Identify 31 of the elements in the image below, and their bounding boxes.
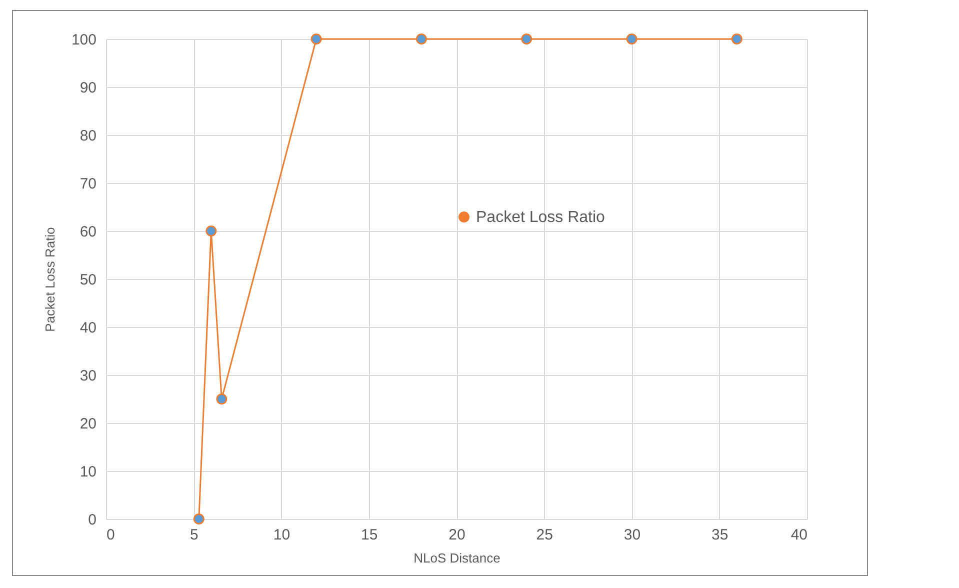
point [216, 394, 228, 404]
x-tick-label: 25 [536, 526, 553, 544]
y-tick-label: 0 [88, 512, 96, 528]
point [521, 34, 532, 44]
y-tick-label: 60 [80, 224, 96, 240]
y-tick-label: 40 [80, 320, 96, 336]
x-tick-label: 0 [106, 526, 115, 544]
x-tick-label: 40 [790, 526, 808, 544]
x-tick-label: 10 [273, 526, 290, 544]
point [193, 514, 204, 524]
y-tick-label: 90 [80, 80, 96, 96]
y-tick-label: 100 [71, 32, 96, 48]
point [731, 34, 742, 44]
y-tick-label: 70 [80, 176, 96, 192]
point [310, 34, 322, 44]
point [416, 34, 427, 44]
x-tick-label: 30 [624, 526, 641, 544]
y-tick-label: 20 [80, 416, 96, 432]
y-tick-label: 50 [80, 272, 96, 288]
point [626, 34, 638, 44]
x-axis-title: NLoS Distance [414, 550, 500, 566]
x-tick-label: 20 [448, 526, 466, 544]
point [206, 226, 217, 236]
y-tick-label: 30 [80, 368, 96, 384]
y-tick-label: 10 [80, 464, 96, 480]
x-tick-label: 35 [712, 526, 728, 544]
y-axis-title: Packet Loss Ratio [42, 227, 58, 332]
x-tick-label: 15 [361, 526, 378, 544]
x-tick-label: 5 [190, 526, 198, 544]
legend-label: Packet Loss Ratio [476, 209, 606, 226]
y-tick-label: 80 [80, 128, 96, 144]
